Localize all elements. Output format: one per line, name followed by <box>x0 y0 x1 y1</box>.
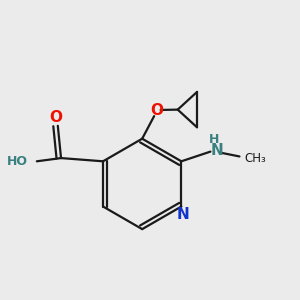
Text: N: N <box>176 207 189 222</box>
Text: O: O <box>150 103 163 118</box>
Text: HO: HO <box>7 155 28 168</box>
Text: O: O <box>50 110 63 124</box>
Text: N: N <box>211 143 223 158</box>
Text: CH₃: CH₃ <box>244 152 266 165</box>
Text: H: H <box>209 133 220 146</box>
